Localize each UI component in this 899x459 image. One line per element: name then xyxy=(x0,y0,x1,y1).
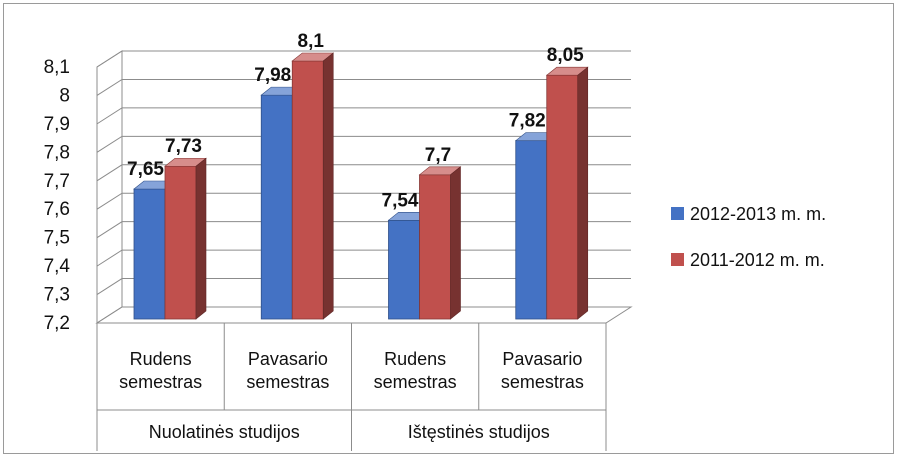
group-label: Nuolatinės studijos xyxy=(149,422,300,442)
gridline xyxy=(96,50,631,68)
bar-front xyxy=(546,74,579,320)
bar-front xyxy=(164,165,197,320)
gridline xyxy=(96,278,631,295)
bar-front xyxy=(515,140,548,320)
legend-swatch xyxy=(671,207,684,220)
legend-label: 2012-2013 m. m. xyxy=(690,204,826,224)
data-label: 7,54 xyxy=(382,190,419,211)
bar-side xyxy=(322,52,334,320)
category-label: Pavasario semestras xyxy=(246,349,329,392)
data-label: 8,1 xyxy=(298,31,325,52)
category-label: Pavasario semestras xyxy=(501,349,584,392)
gridline xyxy=(96,78,631,96)
y-tick-label: 7,9 xyxy=(44,114,70,135)
gridline xyxy=(96,221,631,239)
bar-side xyxy=(450,166,461,320)
bar xyxy=(418,166,462,320)
bar-side xyxy=(577,66,589,320)
back-wall xyxy=(122,51,631,307)
gridline xyxy=(96,107,631,125)
y-tick-label: 7,7 xyxy=(44,171,70,192)
bar-front xyxy=(419,174,451,320)
bar-front xyxy=(260,94,293,320)
category-label: Rudens semestras xyxy=(374,349,457,392)
y-tick-label: 7,3 xyxy=(44,285,70,306)
y-tick-label: 7,4 xyxy=(44,256,71,277)
data-label: 7,73 xyxy=(165,136,202,157)
legend-label: 2011-2012 m. m. xyxy=(690,250,825,270)
y-tick-label: 7,6 xyxy=(44,199,70,220)
data-label: 7,7 xyxy=(425,145,451,166)
bar xyxy=(164,157,207,320)
side-wall xyxy=(96,50,123,323)
data-label: 7,65 xyxy=(127,159,164,180)
data-label: 7,82 xyxy=(509,111,546,132)
bar-front xyxy=(388,219,420,320)
bar xyxy=(545,66,589,320)
gridline xyxy=(96,192,631,210)
gridline xyxy=(96,306,631,324)
y-tick-label: 7,2 xyxy=(44,313,70,334)
category-label: Rudens semestras xyxy=(119,349,202,392)
data-label: 8,05 xyxy=(547,45,584,66)
y-tick-label: 7,5 xyxy=(44,228,70,249)
bar-front xyxy=(291,60,324,320)
bar-side xyxy=(195,157,207,320)
group-label: Ištęstinės studijos xyxy=(408,422,550,442)
y-tick-label: 8,1 xyxy=(44,57,70,78)
gridline xyxy=(96,249,631,267)
bar xyxy=(291,52,335,320)
gridline xyxy=(96,135,631,153)
data-label: 7,98 xyxy=(254,65,291,86)
y-tick-label: 7,8 xyxy=(44,142,70,163)
legend-swatch xyxy=(671,253,684,266)
bar-front xyxy=(133,188,166,320)
y-tick-label: 8 xyxy=(59,85,70,106)
gridline xyxy=(96,164,631,182)
